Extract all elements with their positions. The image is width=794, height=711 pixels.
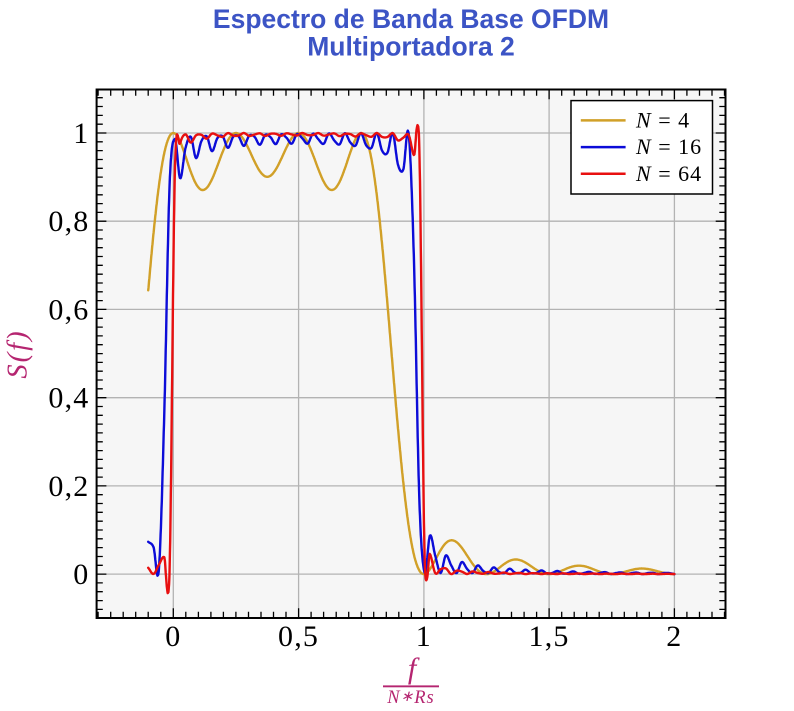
svg-text:0,6: 0,6	[48, 293, 89, 326]
svg-text:0,4: 0,4	[48, 382, 89, 415]
svg-text:0: 0	[73, 558, 89, 591]
svg-text:2: 2	[666, 620, 682, 653]
svg-text:0,8: 0,8	[48, 205, 89, 238]
svg-text:Espectro de Banda Base OFDM: Espectro de Banda Base OFDM	[213, 4, 609, 34]
svg-text:Multiportadora 2: Multiportadora 2	[307, 31, 515, 61]
svg-text:1: 1	[416, 620, 432, 653]
svg-text:S(f): S(f)	[3, 329, 34, 378]
svg-text:N∗Rs: N∗Rs	[386, 688, 434, 708]
svg-text:1,5: 1,5	[529, 620, 570, 653]
svg-text:0,5: 0,5	[278, 620, 319, 653]
svg-text:0: 0	[165, 620, 181, 653]
svg-text:N = 16: N = 16	[635, 134, 702, 159]
svg-text:N = 4: N = 4	[635, 108, 690, 133]
svg-text:N = 64: N = 64	[635, 161, 702, 186]
svg-text:1: 1	[73, 117, 89, 150]
svg-text:0,2: 0,2	[48, 470, 89, 503]
